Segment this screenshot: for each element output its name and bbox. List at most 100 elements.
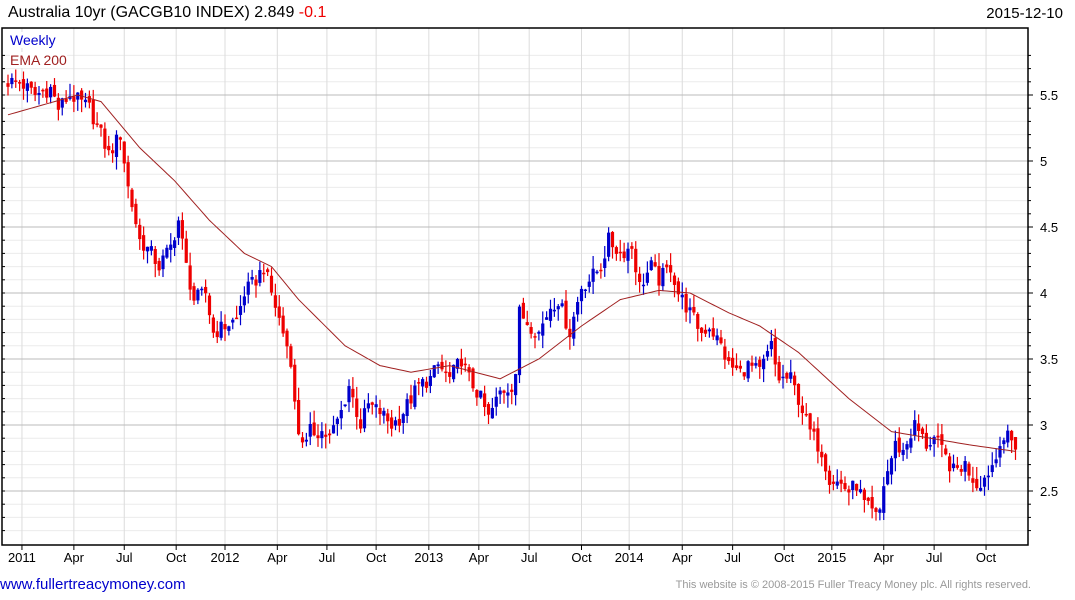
candle [982, 475, 987, 496]
candle-body [548, 308, 553, 321]
x-tick-label: 2011 [8, 550, 36, 565]
website-link[interactable]: www.fullertreacymoney.com [0, 576, 186, 593]
candle-body [835, 481, 839, 486]
candle-body [173, 240, 177, 248]
candle [944, 444, 948, 456]
candle [413, 380, 417, 410]
x-tick-label: Jul [319, 550, 336, 565]
candle [785, 371, 789, 383]
candle [316, 424, 320, 447]
candle [10, 73, 14, 89]
candle-body [405, 399, 409, 417]
candle [634, 241, 638, 286]
candle-body [64, 98, 68, 102]
candle-body [207, 295, 212, 316]
candle [25, 78, 29, 103]
candle-body [204, 286, 208, 294]
chart-title: Australia 10yr (GACGB10 INDEX) 2.849 -0.… [8, 4, 326, 22]
candle-body [936, 435, 940, 438]
candle [537, 330, 541, 341]
candle-body [793, 375, 797, 386]
candle [641, 273, 646, 295]
candle-body [111, 150, 115, 154]
candle-body [556, 306, 560, 310]
candle [998, 436, 1002, 467]
candle-body [769, 340, 773, 350]
candle-body [235, 317, 239, 320]
candle [1013, 436, 1018, 460]
candle-body [847, 489, 851, 493]
candle-body [827, 470, 832, 485]
candle [715, 328, 719, 346]
candle-body [126, 162, 130, 187]
candle [897, 427, 901, 458]
candle [994, 448, 998, 468]
candle [936, 423, 940, 448]
candle [207, 293, 212, 324]
candle [765, 344, 770, 361]
y-tick-label: 3.5 [1040, 352, 1058, 367]
candle [599, 263, 603, 279]
candle-body [517, 306, 522, 376]
candle-body [490, 407, 494, 419]
candle [29, 81, 33, 94]
candle-body [83, 99, 88, 103]
candle-body [355, 398, 359, 417]
candle-body [614, 247, 618, 254]
candle [661, 263, 665, 292]
candle [107, 135, 111, 156]
x-tick-label: Oct [774, 550, 795, 565]
candle [417, 377, 421, 396]
candle [669, 253, 673, 283]
candle [614, 245, 618, 261]
candle [948, 452, 952, 483]
candle-body [700, 327, 704, 334]
candle-body [390, 417, 394, 429]
candle [188, 252, 192, 301]
candle-body [343, 404, 347, 407]
candle-body [176, 220, 181, 238]
candle-body [626, 248, 630, 261]
candle [328, 429, 332, 444]
plot-frame [1, 27, 1029, 546]
candle [734, 353, 739, 371]
candle [560, 299, 564, 308]
x-tick-label: 2015 [817, 550, 846, 565]
candle [831, 474, 835, 491]
candle-body [359, 419, 363, 429]
candle [746, 360, 750, 383]
candle-body [316, 435, 320, 439]
candle-body [789, 372, 793, 379]
candle [18, 79, 22, 92]
candle [812, 421, 816, 441]
candle [804, 403, 808, 417]
candle [595, 269, 599, 275]
candle-body [347, 386, 351, 403]
candle-body [366, 403, 370, 409]
candle-body [808, 413, 812, 430]
candle-body [14, 80, 18, 82]
candle [254, 275, 258, 298]
candle-body [494, 396, 498, 407]
candle [14, 69, 18, 88]
candle [424, 376, 429, 393]
candle-body [707, 329, 711, 332]
candle-body [622, 251, 626, 259]
candle [529, 322, 533, 339]
candle [827, 465, 832, 494]
candle-body [630, 246, 634, 249]
candle [134, 198, 138, 228]
candle-body [777, 361, 781, 381]
candle-body [529, 327, 533, 334]
x-tick-label: Apr [469, 550, 490, 565]
candle [564, 290, 568, 330]
candle-body [634, 248, 638, 273]
candle [684, 287, 688, 322]
candle-body [424, 381, 429, 388]
candle-body [843, 483, 847, 490]
candle-body [401, 414, 405, 424]
candle [758, 356, 762, 379]
candle [579, 285, 584, 315]
candle-body [742, 372, 746, 377]
candle-body [1010, 430, 1014, 441]
